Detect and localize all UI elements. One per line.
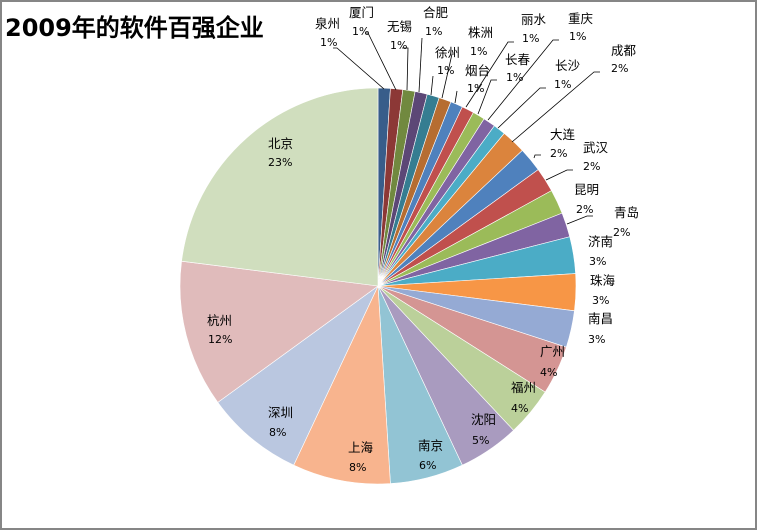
pie-slice [293, 285, 391, 485]
slice-percent: 1% [470, 45, 487, 58]
slice-label: 徐州 [435, 45, 460, 60]
slice-label: 沈阳 [471, 412, 496, 427]
data-labels: 泉州 1% 厦门 1% 无锡 1% 合肥 1% 徐州 1% 株洲 1% 烟台 1% 丽水 1% 长春 1% 重庆 1%… [207, 5, 639, 474]
slice-label: 深圳 [268, 405, 293, 420]
slice-percent: 8% [349, 461, 366, 474]
pie-slices [179, 87, 577, 485]
leader-line [533, 154, 541, 159]
slice-percent: 2% [576, 203, 593, 216]
slice-percent: 12% [208, 333, 232, 346]
slice-percent: 3% [588, 333, 605, 346]
slice-percent: 1% [352, 25, 369, 38]
slice-percent: 3% [589, 255, 606, 268]
slice-label: 武汉 [583, 140, 609, 155]
slice-label: 厦门 [349, 5, 374, 20]
slice-percent: 4% [540, 366, 557, 379]
chart-title: 2009年的软件百强企业 [5, 14, 264, 42]
slice-label: 珠海 [590, 273, 616, 288]
leader-line [545, 169, 573, 181]
slice-label: 广州 [540, 344, 565, 359]
slice-percent: 1% [425, 25, 442, 38]
leader-line [477, 79, 497, 115]
leader-line [418, 37, 423, 93]
slice-percent: 8% [269, 426, 286, 439]
slice-percent: 1% [467, 82, 484, 95]
slice-label: 无锡 [387, 19, 412, 34]
slice-label: 济南 [588, 234, 613, 249]
slice-percent: 1% [320, 36, 337, 49]
leader-lines [333, 32, 600, 225]
slice-percent: 2% [613, 226, 630, 239]
slice-label: 南京 [418, 438, 443, 453]
slice-percent: 4% [511, 402, 528, 415]
slice-percent: 23% [268, 156, 292, 169]
slice-label: 上海 [348, 440, 374, 455]
slice-percent: 1% [506, 71, 523, 84]
leader-line [497, 87, 546, 129]
leader-line [441, 53, 455, 99]
slice-label: 烟台 [465, 63, 490, 78]
leader-line [465, 41, 514, 108]
slice-label: 成都 [611, 43, 637, 58]
pie-slice [181, 87, 379, 287]
slice-percent: 1% [390, 39, 407, 52]
leader-line [333, 47, 385, 90]
slice-label: 昆明 [574, 182, 599, 197]
leader-line [487, 39, 559, 121]
slice-percent: 2% [611, 62, 628, 75]
leader-line [511, 71, 600, 143]
slice-label: 南昌 [588, 311, 613, 326]
slice-percent: 3% [592, 294, 609, 307]
slice-label: 北京 [268, 136, 293, 151]
leader-line [430, 75, 434, 96]
leader-line [365, 32, 397, 91]
pie-slice [217, 285, 379, 466]
slice-percent: 6% [419, 459, 436, 472]
slice-percent: 1% [522, 32, 539, 45]
slice-label: 株洲 [468, 25, 493, 40]
slice-label: 泉州 [315, 16, 340, 31]
slice-percent: 1% [437, 64, 454, 77]
slice-label: 丽水 [521, 12, 547, 27]
slice-label: 合肥 [423, 5, 449, 20]
slice-label: 重庆 [568, 11, 594, 26]
slice-percent: 5% [472, 434, 489, 447]
slice-label: 福州 [511, 380, 536, 395]
slice-label: 长春 [505, 52, 531, 67]
slice-label: 长沙 [555, 58, 581, 73]
slice-percent: 1% [554, 78, 571, 91]
slice-label: 青岛 [614, 205, 639, 220]
slice-percent: 2% [550, 147, 567, 160]
slice-percent: 2% [583, 160, 600, 173]
leader-line [402, 47, 409, 91]
slice-label: 大连 [550, 127, 576, 142]
slice-label: 杭州 [207, 313, 232, 328]
slice-percent: 1% [569, 30, 586, 43]
pie-slice [179, 260, 379, 403]
leader-line [454, 90, 458, 104]
leader-line [566, 215, 593, 225]
